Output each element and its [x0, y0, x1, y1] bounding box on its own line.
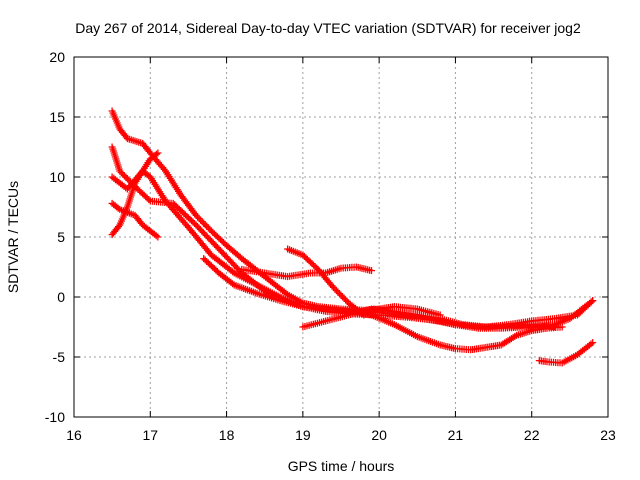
- y-axis-label: SDTVAR / TECUs: [5, 181, 21, 293]
- series-markers: [238, 263, 375, 281]
- y-tick-label: -5: [53, 349, 66, 365]
- x-tick-label: 20: [371, 427, 387, 443]
- y-tick-label: 15: [49, 109, 65, 125]
- series-arc-5: [108, 149, 162, 239]
- y-tick-label: -10: [45, 409, 65, 425]
- series-markers: [535, 339, 597, 367]
- x-axis-label: GPS time / hours: [288, 458, 395, 474]
- series-arc-9: [299, 297, 597, 331]
- series-arc-10: [535, 339, 597, 367]
- grid-lines: [74, 57, 608, 417]
- chart-title: Day 267 of 2014, Sidereal Day-to-day VTE…: [75, 20, 581, 36]
- x-axis: 16 17 18 19 20 21 22 23: [66, 57, 616, 443]
- x-tick-label: 19: [295, 427, 311, 443]
- x-tick-label: 22: [524, 427, 540, 443]
- x-tick-label: 18: [219, 427, 235, 443]
- x-tick-label: 17: [142, 427, 158, 443]
- data-layer: [108, 107, 597, 367]
- x-tick-label: 21: [448, 427, 464, 443]
- y-axis: -10 -5 0 5 10 15 20: [45, 49, 608, 425]
- series-markers: [108, 149, 162, 239]
- y-tick-label: 20: [49, 49, 65, 65]
- series-arc-8: [238, 263, 375, 281]
- y-tick-label: 5: [57, 229, 65, 245]
- y-tick-label: 10: [49, 169, 65, 185]
- series-markers: [299, 297, 597, 331]
- x-tick-label: 23: [600, 427, 616, 443]
- x-tick-label: 16: [66, 427, 82, 443]
- y-tick-label: 0: [57, 289, 65, 305]
